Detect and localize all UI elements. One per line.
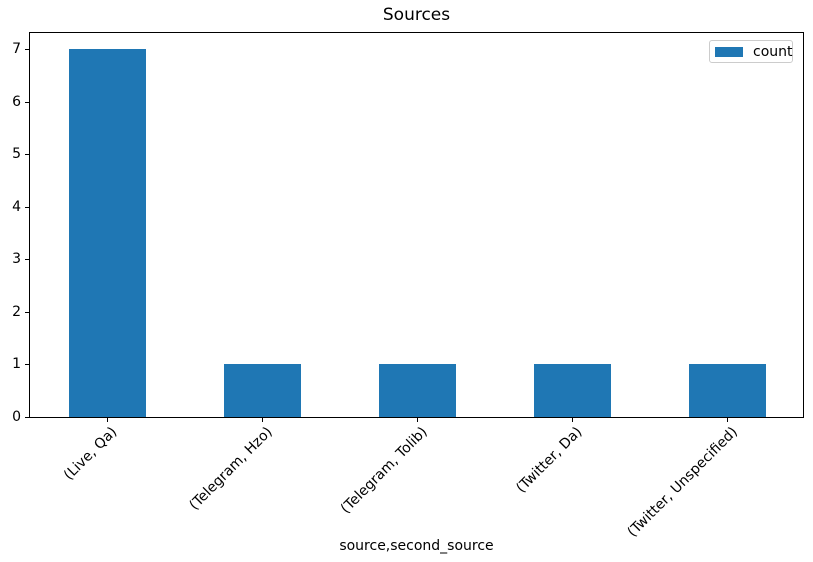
x-tick-label: (Twitter, Unspecified): [624, 424, 741, 541]
plot-area: [29, 32, 804, 418]
bars: [30, 33, 803, 417]
x-tick-mark: [726, 418, 728, 422]
legend-label-count: count: [753, 43, 793, 60]
x-tick-label: (Telegram, Tolib): [337, 424, 431, 517]
y-tick-mark: [25, 311, 29, 313]
y-tick-label: 4: [12, 198, 21, 215]
y-tick-label: 1: [12, 356, 21, 373]
x-tick-label: (Telegram, Hzo): [186, 424, 276, 514]
x-tick-mark: [571, 418, 573, 422]
bar: [688, 364, 767, 417]
bar: [68, 49, 147, 417]
x-tick-label: (Live, Qa): [61, 424, 121, 484]
x-tick-mark: [106, 418, 108, 422]
bar: [533, 364, 612, 417]
y-tick-label: 5: [12, 146, 21, 163]
legend: count: [709, 40, 793, 63]
y-tick-label: 6: [12, 93, 21, 110]
bar: [378, 364, 457, 417]
y-tick-mark: [25, 154, 29, 156]
legend-swatch-count: [715, 46, 743, 57]
x-tick-mark: [261, 418, 263, 422]
y-tick-mark: [25, 49, 29, 51]
y-tick-mark: [25, 101, 29, 103]
x-tick-mark: [416, 418, 418, 422]
y-tick-label: 3: [12, 251, 21, 268]
y-tick-mark: [25, 259, 29, 261]
chart-title: Sources: [382, 5, 451, 25]
y-tick-label: 0: [12, 409, 21, 425]
x-axis-title: source,second_source: [339, 538, 494, 554]
bar: [223, 364, 302, 417]
y-tick-label: 7: [12, 41, 21, 58]
y-tick-label: 2: [12, 303, 21, 320]
y-tick-mark: [25, 364, 29, 366]
x-tick-label: (Twitter, Da): [513, 424, 586, 497]
y-tick-mark: [25, 417, 29, 418]
y-tick-mark: [25, 206, 29, 208]
